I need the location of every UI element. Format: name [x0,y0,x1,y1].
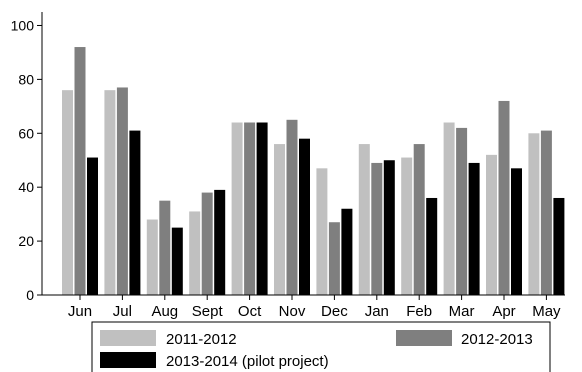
bar-2012-2013-Jul [116,87,128,295]
bar-2013-2014-May [553,197,565,295]
bar-2011-2012-Apr [486,154,497,295]
bar-2011-2012-Oct [231,122,243,295]
bar-2013-2014-Feb [426,197,438,295]
x-tick-label: Apr [492,303,515,320]
bar-2013-2014-Mar [468,162,480,295]
bar-2012-2013-Mar [456,127,468,296]
legend-swatch-2011-2012 [100,330,156,346]
y-tick-label: 20 [18,233,34,249]
bar-2013-2014-Oct [256,122,268,295]
bars-group [62,47,565,296]
x-tick-label: Jul [113,303,132,320]
bar-2013-2014-Aug [171,227,183,295]
legend-swatch-2012-2013 [396,330,452,346]
bar-2013-2014-Jul [129,130,141,295]
bar-2013-2014-Dec [341,208,353,295]
y-tick-label: 80 [18,71,34,87]
bar-2013-2014-Jan [383,160,395,295]
bar-2011-2012-Nov [274,144,285,295]
bar-2012-2013-Dec [328,222,340,295]
bar-2011-2012-Mar [443,122,455,295]
bar-2013-2014-Nov [299,138,310,295]
bar-2011-2012-Jun [62,90,73,295]
x-tick-label: Nov [279,303,306,320]
bar-2013-2014-Sept [214,189,226,295]
legend-label-2012-2013: 2012-2013 [461,331,533,348]
x-tick-label: May [532,303,561,320]
axes-group: Jun Jul Aug Sept Oct Nov Dec Jan Feb Mar Apr May 0 20… [11,12,565,320]
x-tick-label: Jan [365,303,389,320]
x-tick-label: Feb [406,303,432,320]
legend-box [91,321,551,372]
y-tick-label: 0 [26,287,34,303]
bar-2011-2012-Jul [104,90,116,295]
bar-2011-2012-Sept [189,211,201,295]
bar-2012-2013-Jun [74,47,86,295]
bar-2012-2013-Oct [244,122,256,295]
bar-2013-2014-Apr [511,168,522,295]
y-tick-label: 60 [18,125,34,141]
x-tick-label: Dec [321,303,348,320]
bar-2011-2012-May [528,133,540,295]
bar-2012-2013-May [540,130,552,295]
x-tick-label: Sept [192,303,224,320]
y-tick-label: 100 [11,17,35,33]
bar-2011-2012-Feb [401,157,413,295]
x-tick-label: Aug [151,303,178,320]
legend-swatch-2013-2014 [100,352,156,368]
legend-label-2013-2014: 2013-2014 (pilot project) [166,353,329,370]
y-tick-label: 40 [18,179,34,195]
bar-2011-2012-Dec [316,168,328,295]
x-tick-label: Oct [238,303,262,320]
bar-2011-2012-Jan [358,144,370,295]
bar-2012-2013-Aug [159,200,171,295]
bar-2013-2014-Jun [87,157,98,295]
bar-2012-2013-Sept [201,192,213,295]
bar-2012-2013-Apr [498,100,510,295]
legend-label-2011-2012: 2011-2012 [166,331,237,348]
bar-2012-2013-Nov [286,119,298,295]
legend: 2011-2012 2012-2013 2013-2014 (pilot proje… [91,321,551,372]
x-tick-label: Mar [449,303,475,320]
x-tick-label: Jun [68,303,92,320]
bar-2012-2013-Jan [371,162,383,295]
bar-2012-2013-Feb [413,144,425,295]
bar-2011-2012-Aug [146,219,158,295]
